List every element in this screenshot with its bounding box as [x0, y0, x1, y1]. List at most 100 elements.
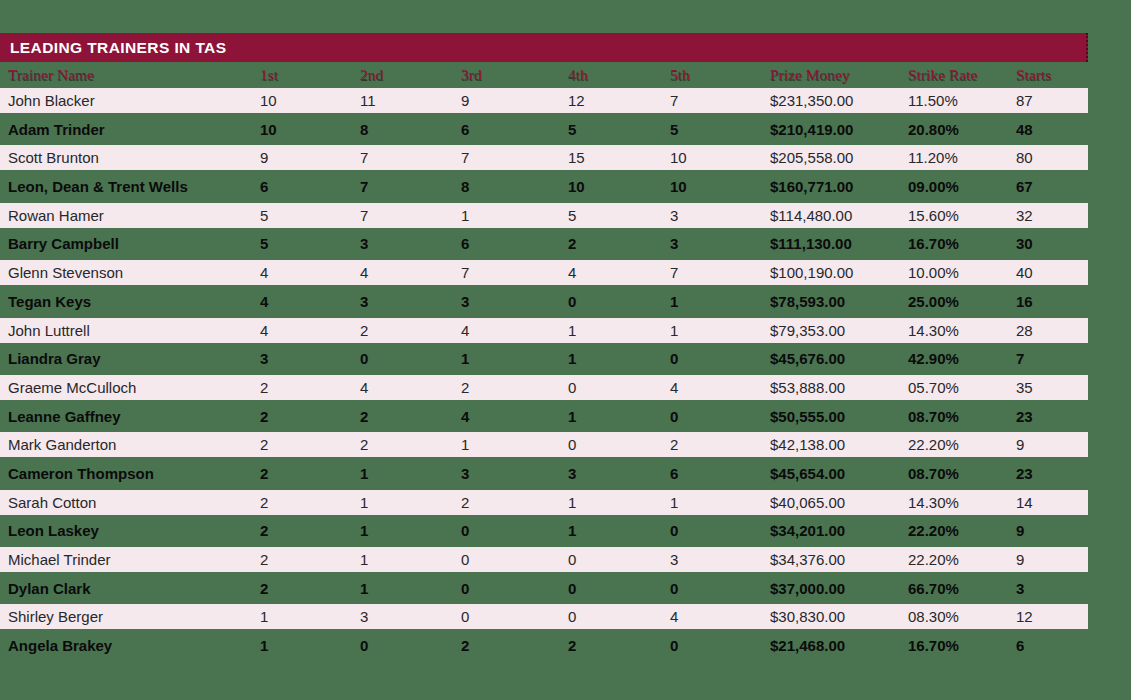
table-body: John Blacker 10 11 9 12 7 $231,350.00 11…	[0, 88, 1088, 658]
cell-prize-money: $100,190.00	[770, 264, 908, 281]
cell-3rd: 3	[461, 465, 568, 482]
cell-strike-rate: 22.20%	[908, 522, 1016, 539]
cell-4th: 2	[568, 637, 670, 654]
table-row: Michael Trinder 2 1 0 0 3 $34,376.00 22.…	[0, 547, 1088, 572]
cell-starts: 40	[1016, 264, 1088, 281]
cell-starts: 67	[1016, 178, 1088, 195]
cell-3rd: 4	[461, 322, 568, 339]
cell-4th: 10	[568, 178, 670, 195]
cell-1st: 2	[260, 465, 360, 482]
cell-starts: 3	[1016, 580, 1088, 597]
cell-5th: 3	[670, 551, 770, 568]
column-header-1st: 1st	[260, 66, 360, 84]
cell-5th: 1	[670, 293, 770, 310]
cell-trainer-name: Dylan Clark	[8, 580, 260, 597]
cell-1st: 2	[260, 522, 360, 539]
cell-trainer-name: Michael Trinder	[8, 551, 260, 568]
cell-4th: 1	[568, 494, 670, 511]
cell-2nd: 4	[360, 264, 461, 281]
cell-2nd: 2	[360, 322, 461, 339]
cell-4th: 1	[568, 322, 670, 339]
cell-5th: 10	[670, 178, 770, 195]
cell-3rd: 3	[461, 293, 568, 310]
cell-strike-rate: 25.00%	[908, 293, 1016, 310]
cell-5th: 7	[670, 264, 770, 281]
cell-4th: 0	[568, 551, 670, 568]
cell-4th: 3	[568, 465, 670, 482]
cell-2nd: 0	[360, 350, 461, 367]
cell-2nd: 7	[360, 178, 461, 195]
cell-prize-money: $114,480.00	[770, 207, 908, 224]
cell-2nd: 2	[360, 436, 461, 453]
table-row: Dylan Clark 2 1 0 0 0 $37,000.00 66.70% …	[0, 576, 1088, 601]
cell-prize-money: $231,350.00	[770, 92, 908, 109]
table-row: Leanne Gaffney 2 2 4 1 0 $50,555.00 08.7…	[0, 404, 1088, 429]
cell-3rd: 2	[461, 637, 568, 654]
cell-strike-rate: 15.60%	[908, 207, 1016, 224]
cell-starts: 35	[1016, 379, 1088, 396]
cell-3rd: 1	[461, 207, 568, 224]
table-row: Leon, Dean & Trent Wells 6 7 8 10 10 $16…	[0, 174, 1088, 199]
cell-starts: 23	[1016, 408, 1088, 425]
cell-4th: 12	[568, 92, 670, 109]
cell-3rd: 2	[461, 494, 568, 511]
cell-starts: 9	[1016, 436, 1088, 453]
cell-3rd: 1	[461, 350, 568, 367]
cell-4th: 5	[568, 121, 670, 138]
cell-trainer-name: Adam Trinder	[8, 121, 260, 138]
cell-3rd: 4	[461, 408, 568, 425]
cell-strike-rate: 14.30%	[908, 322, 1016, 339]
cell-1st: 4	[260, 322, 360, 339]
cell-prize-money: $37,000.00	[770, 580, 908, 597]
cell-trainer-name: Scott Brunton	[8, 149, 260, 166]
cell-starts: 80	[1016, 149, 1088, 166]
cell-starts: 23	[1016, 465, 1088, 482]
cell-trainer-name: Mark Ganderton	[8, 436, 260, 453]
cell-4th: 0	[568, 379, 670, 396]
cell-2nd: 7	[360, 207, 461, 224]
cell-2nd: 4	[360, 379, 461, 396]
cell-1st: 1	[260, 637, 360, 654]
cell-5th: 7	[670, 92, 770, 109]
cell-5th: 10	[670, 149, 770, 166]
table-title: LEADING TRAINERS IN TAS	[10, 39, 226, 57]
cell-3rd: 8	[461, 178, 568, 195]
cell-2nd: 0	[360, 637, 461, 654]
cell-starts: 6	[1016, 637, 1088, 654]
table-header-row: Trainer Name 1st 2nd 3rd 4th 5th Prize M…	[0, 62, 1088, 88]
cell-prize-money: $45,654.00	[770, 465, 908, 482]
cell-5th: 0	[670, 408, 770, 425]
cell-1st: 2	[260, 379, 360, 396]
cell-2nd: 11	[360, 92, 461, 109]
cell-1st: 1	[260, 608, 360, 625]
cell-trainer-name: Angela Brakey	[8, 637, 260, 654]
cell-prize-money: $53,888.00	[770, 379, 908, 396]
cell-prize-money: $50,555.00	[770, 408, 908, 425]
cell-3rd: 6	[461, 121, 568, 138]
cell-strike-rate: 09.00%	[908, 178, 1016, 195]
table-row: Sarah Cotton 2 1 2 1 1 $40,065.00 14.30%…	[0, 490, 1088, 515]
cell-1st: 3	[260, 350, 360, 367]
cell-starts: 14	[1016, 494, 1088, 511]
cell-5th: 4	[670, 379, 770, 396]
cell-5th: 1	[670, 322, 770, 339]
cell-strike-rate: 22.20%	[908, 436, 1016, 453]
table-row: John Blacker 10 11 9 12 7 $231,350.00 11…	[0, 88, 1088, 113]
cell-2nd: 3	[360, 608, 461, 625]
cell-1st: 2	[260, 408, 360, 425]
cell-3rd: 0	[461, 551, 568, 568]
table-row: John Luttrell 4 2 4 1 1 $79,353.00 14.30…	[0, 318, 1088, 343]
table-row: Angela Brakey 1 0 2 2 0 $21,468.00 16.70…	[0, 633, 1088, 658]
cell-3rd: 0	[461, 522, 568, 539]
cell-1st: 4	[260, 264, 360, 281]
cell-prize-money: $45,676.00	[770, 350, 908, 367]
cell-trainer-name: Barry Campbell	[8, 235, 260, 252]
cell-prize-money: $79,353.00	[770, 322, 908, 339]
cell-2nd: 2	[360, 408, 461, 425]
table-row: Scott Brunton 9 7 7 15 10 $205,558.00 11…	[0, 145, 1088, 170]
cell-trainer-name: Liandra Gray	[8, 350, 260, 367]
cell-4th: 0	[568, 436, 670, 453]
cell-strike-rate: 10.00%	[908, 264, 1016, 281]
cell-3rd: 0	[461, 608, 568, 625]
table-row: Mark Ganderton 2 2 1 0 2 $42,138.00 22.2…	[0, 432, 1088, 457]
